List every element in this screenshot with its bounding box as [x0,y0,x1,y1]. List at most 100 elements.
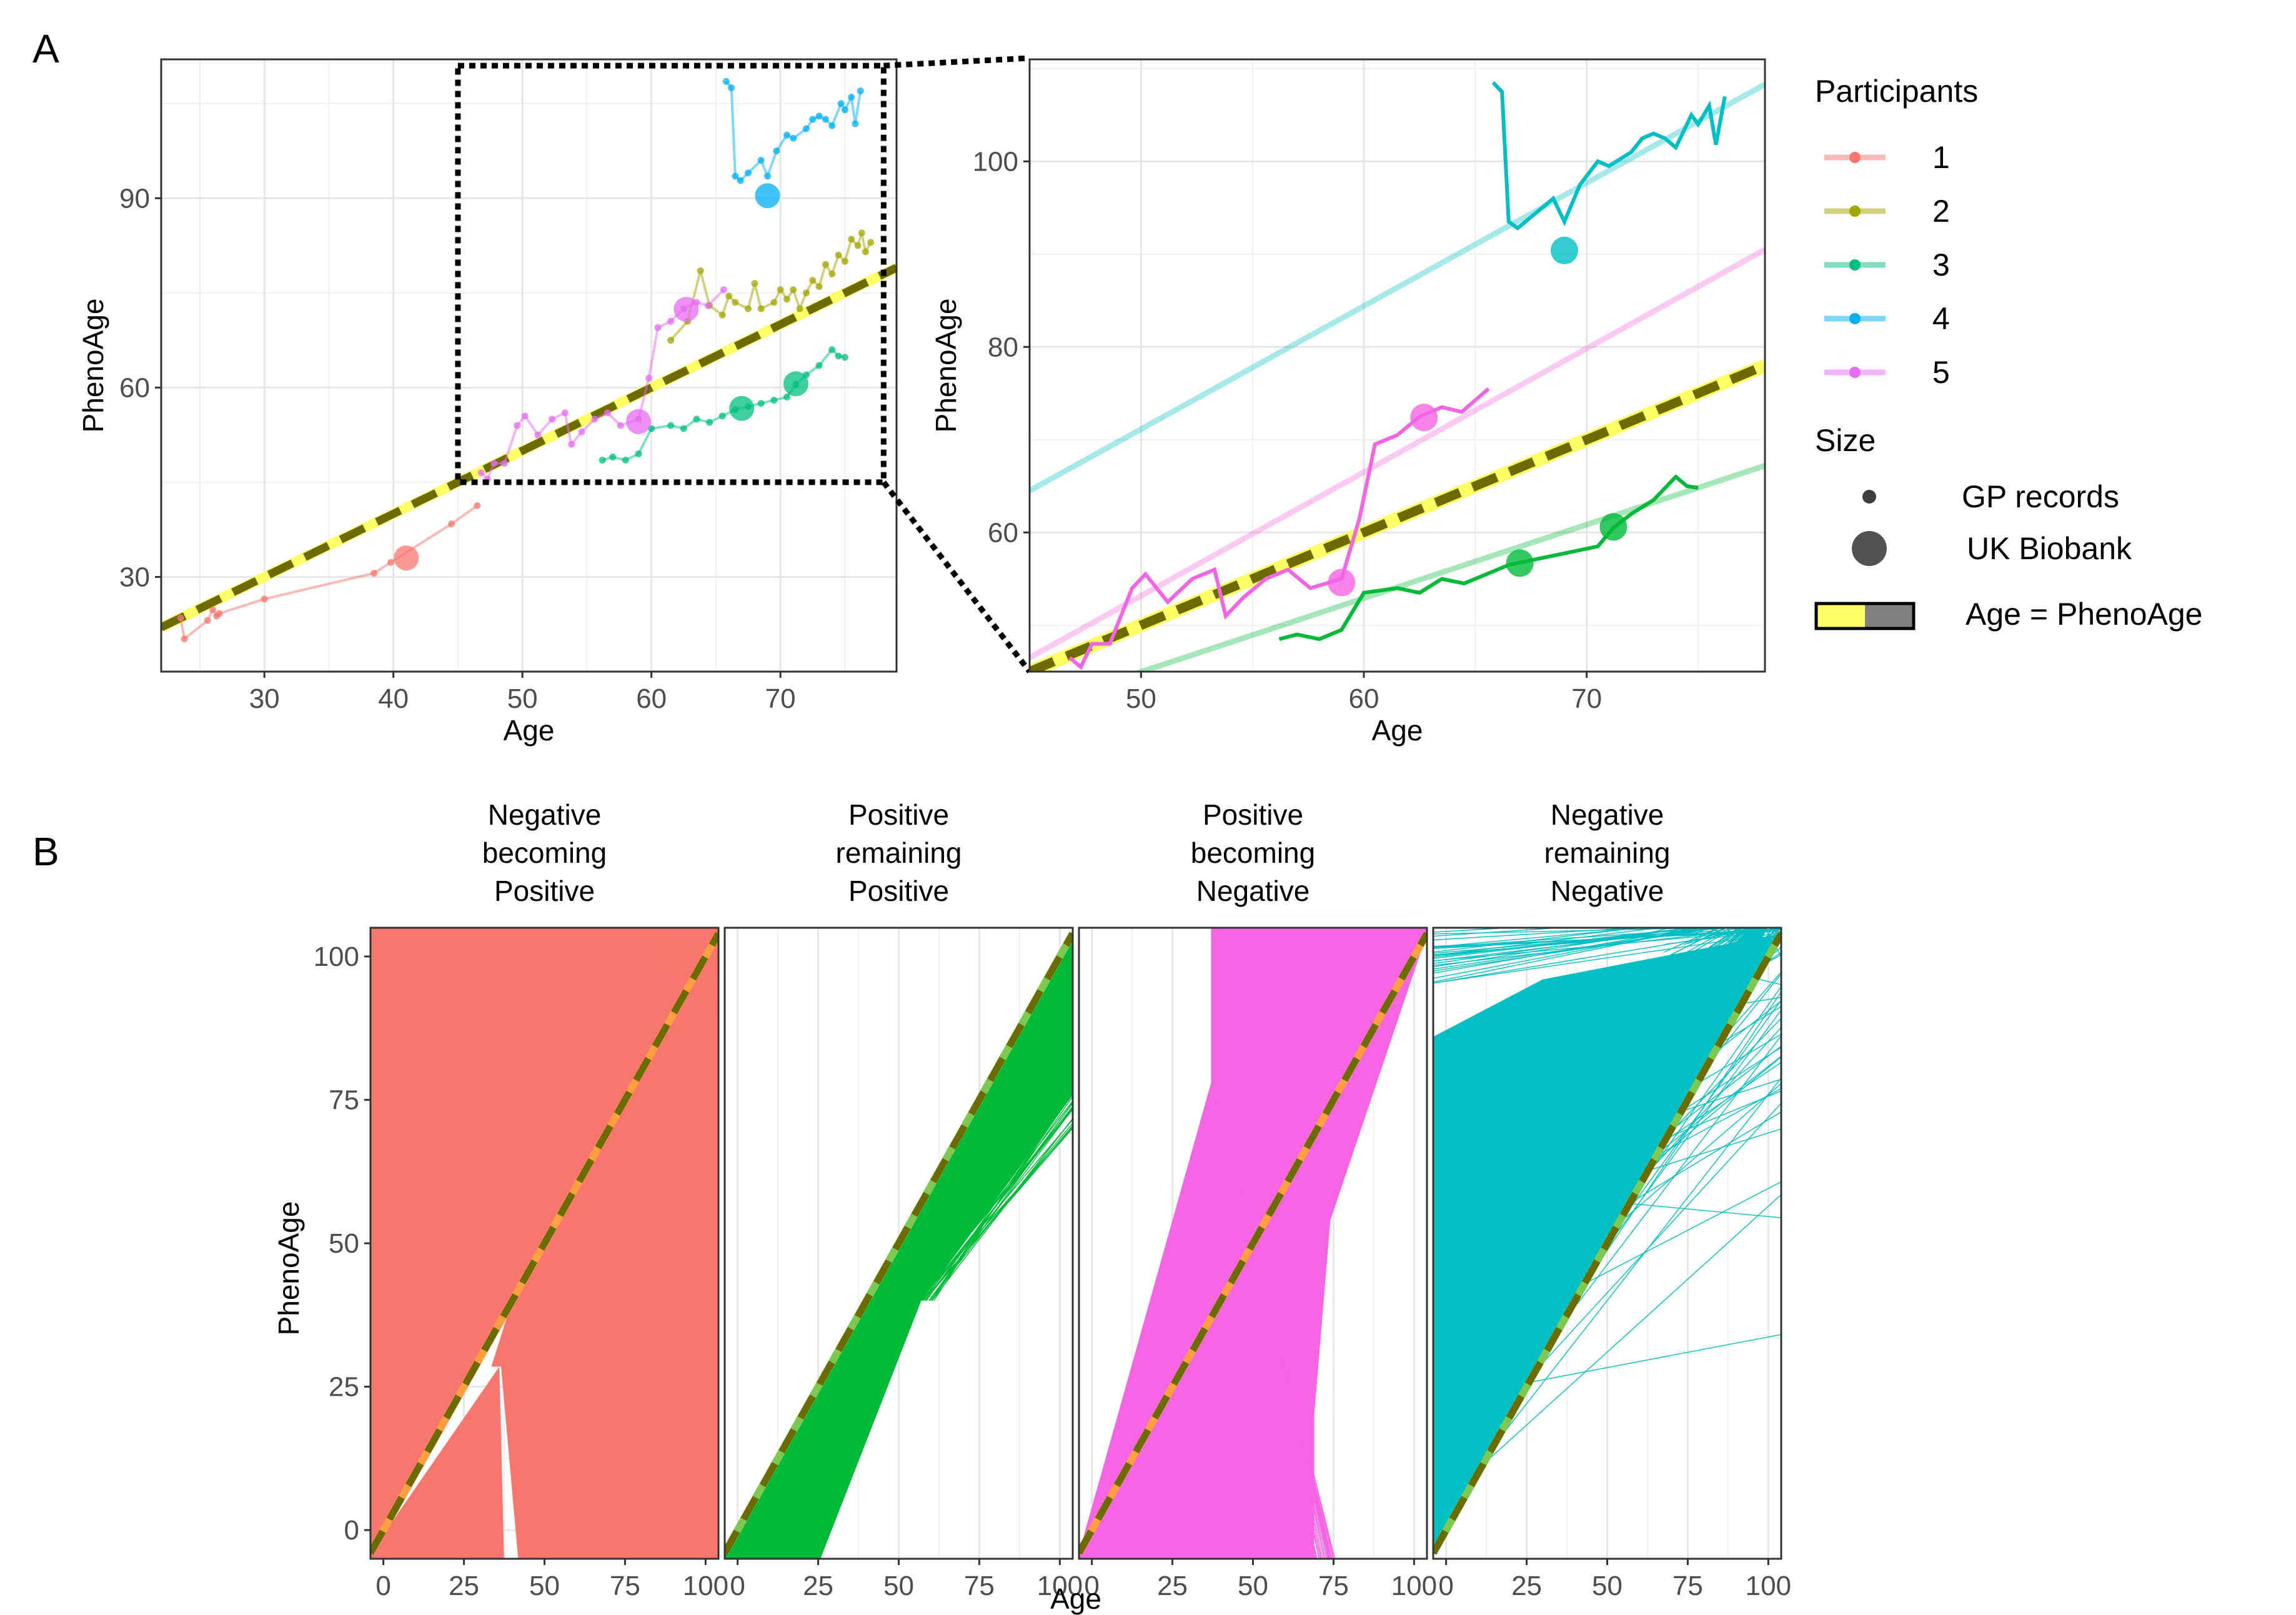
trajectory-line [1433,928,1771,984]
gp-record-point [514,422,521,429]
gp-record-point [837,100,845,107]
trajectory-line [924,1125,1073,1301]
legend-participant-label: 3 [1932,247,1950,282]
gp-record-point [770,299,778,306]
trajectory-line [1584,928,1759,1140]
gp-record-point [852,120,859,127]
trajectory-line [1433,928,1757,956]
trajectory-line [1539,928,1764,1280]
gp-record-point [732,299,739,306]
trajectory-mass [491,950,718,1559]
y-axis-label: PhenoAge [930,299,962,433]
legend: Participants 1 2 3 4 5 Size GP records UK Bioban… [1814,74,2203,632]
trajectory-line [1675,899,1781,927]
facet-title: Negative becoming Positive [482,798,607,907]
trajectory-line [1682,928,1757,1015]
legend-identity-label: Age = PhenoAge [1966,597,2203,632]
facet-title-line: becoming [1191,837,1315,869]
gp-record-point [790,134,797,142]
trajectory-line [639,928,718,958]
trajectory-line [1521,928,1765,1337]
y-tick-label: 0 [344,1515,359,1546]
trajectory-line [642,928,718,1010]
zoom-connector-bottom [881,480,1032,673]
gp-record-point [867,239,875,246]
trajectory-line [1748,852,1781,899]
panel-B-1: 0 25 50 75 100 0 25 50 75 100 Negative becoming Posi… [314,798,729,1601]
gp-record-point [777,286,784,294]
trajectory-line [1433,930,1781,947]
legend-size-large [1852,531,1887,566]
panel-border [1078,927,1428,1560]
plot-area [1433,768,1781,1555]
zoom-series-line-5 [1068,387,1490,670]
trajectory-mass [370,1366,504,1559]
trajectory-line [1706,848,1781,899]
trajectory-line [1709,928,1768,1046]
grid [1030,59,1765,672]
trajectory-line [1525,928,1766,1368]
panel-border [160,58,898,673]
trajectory-line [932,1118,1073,1301]
zoom-box [455,62,887,485]
legend-identity-grey [1865,604,1914,629]
gp-record-point [854,242,862,249]
trajectory-line [1744,883,1781,899]
biobank-point [755,183,780,209]
gp-record-point [815,283,823,291]
trajectory-line [1546,928,1764,1284]
trajectory-line [1571,1033,1781,1158]
gp-record-point [745,169,752,177]
zoom-series-4 [1491,81,1727,264]
gp-record-point [841,106,848,114]
biobank-point [1328,569,1356,597]
x-axis-label: Age [504,714,555,747]
panel-border [723,927,1074,1560]
trend-line-4 [1030,82,1765,494]
trajectory-line [1213,1082,1322,1559]
gp-record-point [599,457,606,464]
x-tick-label: 70 [1571,683,1602,714]
gp-record-point [604,409,611,417]
trajectory-line [1516,928,1762,1284]
gp-record-point [783,131,790,139]
y-tick-label: 75 [329,1085,359,1115]
trajectory-line [1752,792,1781,899]
x-tick-label: 25 [1511,1571,1542,1601]
gp-record-point [680,425,687,432]
legend-participant-label: 4 [1932,301,1950,336]
trajectory-line [1519,928,1760,1243]
trajectory-line [922,1108,1073,1301]
gp-record-point [858,229,865,237]
x-tick-label: 50 [1238,1571,1268,1601]
x-tick-label: 100 [1391,1571,1437,1601]
legend-identity-yellow [1816,604,1865,629]
x-tick-label: 100 [683,1571,728,1601]
trajectory-line [1628,928,1752,1046]
trajectory-line [1464,1010,1781,1440]
trajectory-line [645,928,718,996]
trajectory-line [1722,888,1781,899]
trajectory-line [1665,928,1739,977]
facet-title-line: Negative [488,798,602,831]
trajectory-line [1591,928,1761,1161]
y-tick-label: 50 [329,1228,359,1259]
x-tick-label: 70 [765,683,796,714]
trajectory-line [1728,864,1781,899]
x-tick-label: 0 [1084,1571,1099,1601]
panel-A-right: 50 60 70 60 80 100 Age PhenoAge [930,58,1766,747]
x-tick-label: 40 [378,683,409,714]
identity-line-dash [161,264,897,632]
x-tick-label: 75 [964,1571,995,1601]
trajectory-line [1706,928,1727,939]
x-tick-label: 50 [529,1571,560,1601]
trajectory-line [1451,928,1760,1325]
trajectory-line [1433,928,1644,941]
trajectory-line [1211,1082,1310,1559]
trajectory-line [1757,768,1781,912]
gp-record-point [722,77,730,85]
biobank-point [394,545,419,571]
trajectory-line [918,1101,1073,1301]
facet-title: Negative remaining Negative [1544,798,1671,907]
